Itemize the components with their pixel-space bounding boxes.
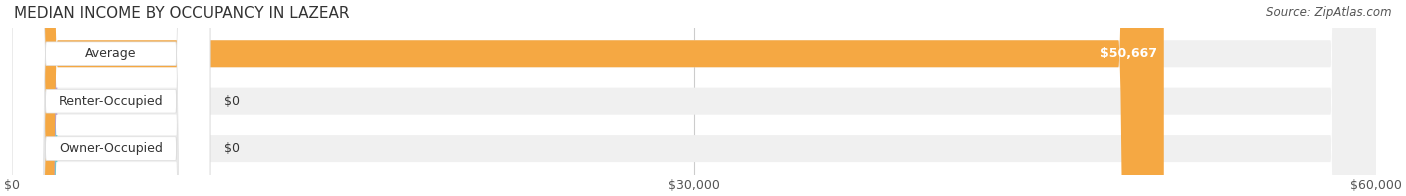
FancyBboxPatch shape: [7, 0, 58, 196]
FancyBboxPatch shape: [13, 0, 209, 196]
Text: Average: Average: [86, 47, 136, 60]
Text: Owner-Occupied: Owner-Occupied: [59, 142, 163, 155]
FancyBboxPatch shape: [13, 0, 1376, 196]
FancyBboxPatch shape: [13, 0, 1164, 196]
Text: Renter-Occupied: Renter-Occupied: [59, 95, 163, 108]
Text: $0: $0: [224, 142, 239, 155]
FancyBboxPatch shape: [13, 0, 209, 196]
FancyBboxPatch shape: [13, 0, 1376, 196]
Text: $0: $0: [224, 95, 239, 108]
FancyBboxPatch shape: [7, 0, 58, 196]
Text: $50,667: $50,667: [1099, 47, 1157, 60]
Text: Source: ZipAtlas.com: Source: ZipAtlas.com: [1267, 6, 1392, 19]
FancyBboxPatch shape: [13, 0, 1376, 196]
FancyBboxPatch shape: [13, 0, 209, 196]
Text: MEDIAN INCOME BY OCCUPANCY IN LAZEAR: MEDIAN INCOME BY OCCUPANCY IN LAZEAR: [14, 6, 350, 21]
